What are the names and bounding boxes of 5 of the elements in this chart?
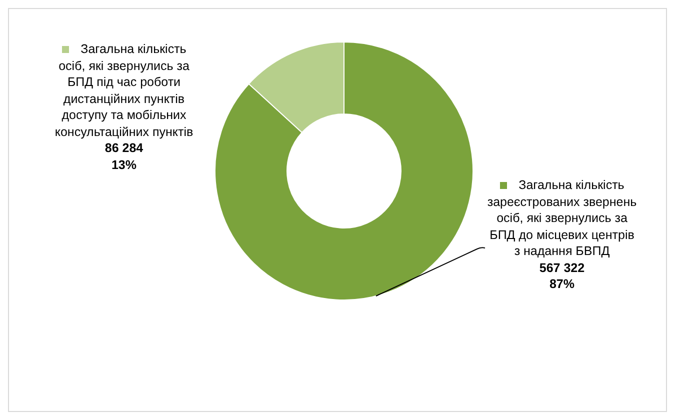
data-label: 567 322 87% — [538, 260, 586, 292]
legend-label: Загальна кількість зареєстрованих звернень осіб, які звернулись за БПД до місцевих центрів з надання БВПД — [487, 178, 637, 258]
legend-label: Загальна кількість осіб, які звернулись за БПД під час роботи дистанційних пунктів доступу та мобільних консультаційних пунктів — [54, 42, 194, 138]
donut-slice — [214, 42, 474, 300]
data-label: 86 284 13% — [104, 140, 144, 173]
